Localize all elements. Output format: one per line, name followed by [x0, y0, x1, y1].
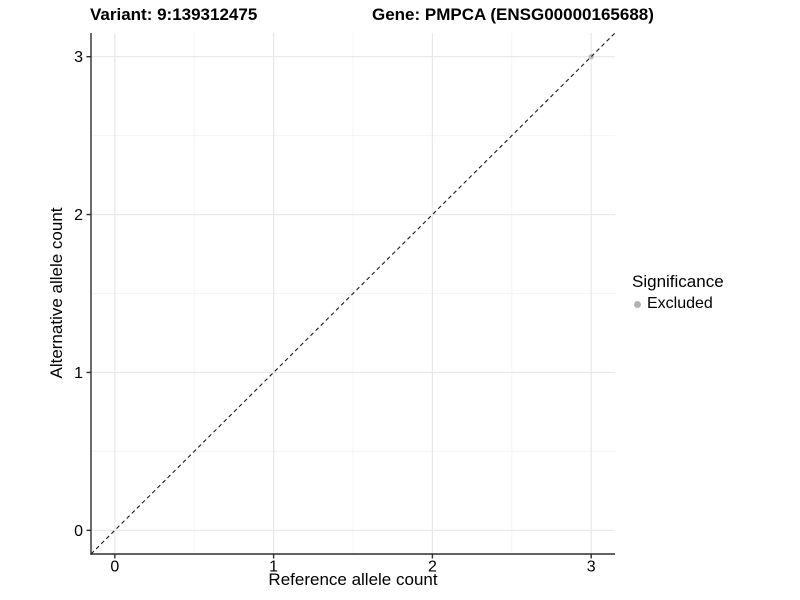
legend-point-icon [634, 300, 641, 308]
x-tick-label: 3 [587, 559, 596, 576]
legend: Significance Excluded [629, 272, 724, 313]
y-tick-label: 2 [74, 207, 83, 224]
x-tick-label: 0 [110, 559, 119, 576]
y-tick-label: 0 [74, 523, 83, 540]
y-tick-label: 3 [74, 49, 83, 66]
y-axis-title: Alternative allele count [47, 207, 66, 379]
gene-title: Gene: PMPCA (ENSG00000165688) [372, 5, 654, 24]
variant-title: Variant: 9:139312475 [90, 5, 258, 24]
x-axis-title: Reference allele count [268, 570, 438, 589]
legend-title: Significance [632, 272, 724, 291]
y-tick-label: 1 [74, 365, 83, 382]
x-tick-label: 2 [428, 559, 437, 576]
x-tick-label: 1 [269, 559, 278, 576]
legend-item-excluded: Excluded [629, 295, 724, 313]
identity-line [90, 32, 616, 555]
legend-item-label: Excluded [647, 295, 713, 312]
